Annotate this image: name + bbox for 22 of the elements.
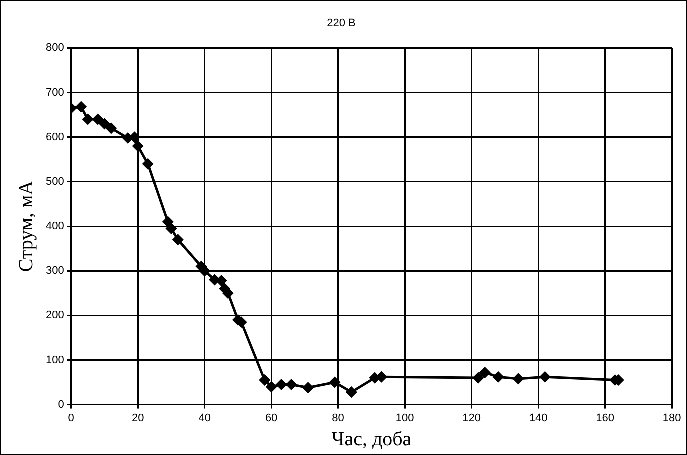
y-tick-label: 100	[46, 354, 64, 366]
x-tick-label: 20	[132, 412, 144, 424]
x-tick-label: 0	[68, 412, 74, 424]
x-tick-label: 180	[662, 412, 682, 424]
y-tick-label: 0	[58, 398, 64, 411]
x-tick-label: 120	[462, 412, 481, 424]
x-axis-title: Час, доба	[332, 428, 412, 450]
y-tick-label: 500	[46, 176, 64, 188]
chart-title: 220 В	[327, 18, 356, 30]
x-tick-label: 80	[332, 412, 344, 424]
y-tick-label: 800	[46, 42, 64, 54]
y-tick-label: 200	[46, 310, 64, 322]
y-tick-label: 400	[46, 220, 64, 233]
x-tick-label: 160	[596, 412, 614, 424]
x-tick-label: 100	[396, 412, 414, 424]
y-axis-title: Струм, мА	[15, 180, 38, 272]
y-tick-label: 700	[46, 86, 64, 99]
x-tick-label: 140	[529, 412, 548, 424]
y-tick-label: 600	[46, 131, 64, 144]
y-tick-label: 300	[46, 265, 64, 278]
x-tick-label: 40	[198, 412, 211, 424]
x-tick-label: 60	[265, 412, 278, 424]
